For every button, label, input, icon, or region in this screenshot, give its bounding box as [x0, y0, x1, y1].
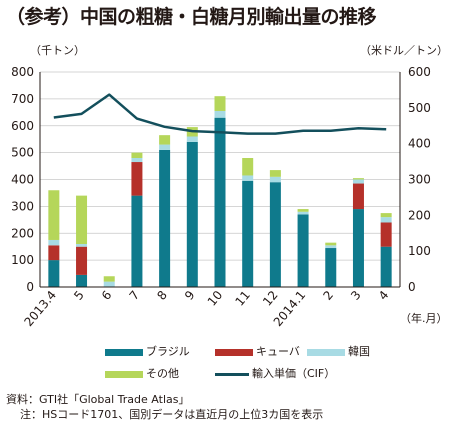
y2-tick-label: 200 [408, 208, 431, 222]
bar-segment-korea [380, 217, 392, 223]
bar-segment-other [76, 195, 88, 244]
bar-segment-korea [48, 239, 60, 246]
bar-segment-other [325, 242, 337, 246]
bar-segment-other [131, 152, 143, 158]
bar-segment-other [352, 178, 364, 180]
legend-brazil: ブラジル [105, 343, 190, 359]
x-tick-label: 8 [154, 288, 170, 303]
y-tick-label: 200 [11, 226, 34, 240]
bar-segment-cuba [380, 222, 392, 247]
legend-label-price: 輸入単価（CIF） [252, 367, 336, 380]
y2-tick-label: 400 [408, 137, 431, 151]
bar-segment-other [48, 190, 60, 240]
price-line [53, 93, 387, 135]
bar-segment-brazil [380, 246, 392, 287]
bar-segment-korea [214, 110, 226, 118]
y2-tick-label: 600 [408, 65, 431, 79]
legend-swatch-other [105, 370, 143, 378]
x-tick-label: 5 [71, 288, 87, 303]
bar-segment-brazil [186, 141, 198, 287]
bar-segment-other [297, 209, 309, 212]
legend-label-brazil: ブラジル [146, 345, 190, 358]
legend-label-other: その他 [146, 367, 179, 380]
y-tick-label: 600 [11, 119, 34, 133]
legend-swatch-price [215, 372, 249, 376]
legend-korea: 韓国 [307, 343, 370, 359]
y2-tick-label: 500 [408, 101, 431, 115]
y-tick-label: 300 [11, 199, 34, 213]
y2-tick-label: 100 [408, 244, 431, 258]
bar-segment-other [103, 276, 115, 282]
legend-price: 輸入単価（CIF） [215, 365, 335, 381]
bar-segment-other [214, 96, 226, 111]
bar-segment-brazil [297, 214, 309, 287]
bar-segment-brazil [159, 149, 171, 287]
legend-swatch-korea [307, 348, 345, 356]
y-tick-label: 0 [26, 280, 34, 294]
y2-tick-label: 300 [408, 173, 431, 187]
bar-segment-korea [103, 281, 115, 287]
bar-segment-brazil [269, 182, 281, 287]
x-tick-label: 4 [376, 288, 392, 303]
bar-segment-brazil [48, 260, 60, 287]
x-axis-unit: （年.月） [400, 311, 448, 325]
bar-segment-korea [131, 158, 143, 163]
x-tick-label: 10 [205, 288, 226, 309]
bar-segment-other [159, 135, 171, 145]
x-tick-label: 3 [348, 288, 364, 303]
y-tick-label: 500 [11, 146, 34, 160]
bar-segment-brazil [242, 180, 254, 287]
bar-segment-korea [325, 245, 337, 249]
bar-segment-korea [352, 179, 364, 184]
y-tick-label: 800 [11, 65, 34, 79]
bar-segment-cuba [131, 162, 143, 196]
x-tick-label: 12 [260, 288, 281, 309]
bar-segment-brazil [76, 274, 88, 287]
x-tick-label: 7 [127, 288, 143, 303]
bar-segment-korea [242, 175, 254, 181]
bar-segment-other [269, 170, 281, 177]
x-tick-label: 2 [320, 288, 336, 303]
bar-segment-brazil [214, 117, 226, 287]
legend-swatch-brazil [105, 348, 143, 356]
bar-segment-korea [269, 176, 281, 183]
legend-other: その他 [105, 365, 179, 381]
right-axis-unit: （米ドル／トン） [360, 44, 448, 57]
y2-tick-label: 0 [408, 280, 416, 294]
footnote: 注：HSコード1701、国別データは直近月の上位3カ国を表示 [20, 408, 324, 421]
bar-segment-korea [186, 136, 198, 142]
bar-segment-cuba [48, 245, 60, 261]
y-tick-label: 100 [11, 253, 34, 267]
x-tick-label: 2013.4 [21, 288, 59, 329]
bar-segment-korea [159, 144, 171, 150]
bar-segment-korea [76, 244, 88, 247]
bar-segment-brazil [131, 195, 143, 287]
legend-swatch-cuba [215, 348, 253, 356]
x-tick-label: 6 [99, 288, 115, 303]
x-tick-label: 11 [232, 288, 253, 309]
bar-segment-other [380, 213, 392, 218]
bar-segment-brazil [352, 209, 364, 287]
source-note: 資料：GTI社「Global Trade Atlas」 [6, 393, 190, 406]
bar-segment-other [242, 158, 254, 176]
bar-segment-brazil [325, 248, 337, 287]
y-tick-label: 400 [11, 173, 34, 187]
bar-segment-korea [297, 211, 309, 215]
legend-label-korea: 韓国 [348, 345, 370, 358]
bar-segment-cuba [352, 183, 364, 210]
bar-segment-cuba [76, 246, 88, 275]
legend-cuba: キューバ [215, 343, 300, 359]
x-tick-label: 9 [182, 288, 198, 303]
chart-title: （参考）中国の粗糖・白糖月別輸出量の推移 [6, 6, 377, 28]
y-tick-label: 700 [11, 92, 34, 106]
legend-label-cuba: キューバ [256, 345, 300, 358]
left-axis-unit: （千トン） [30, 44, 85, 57]
